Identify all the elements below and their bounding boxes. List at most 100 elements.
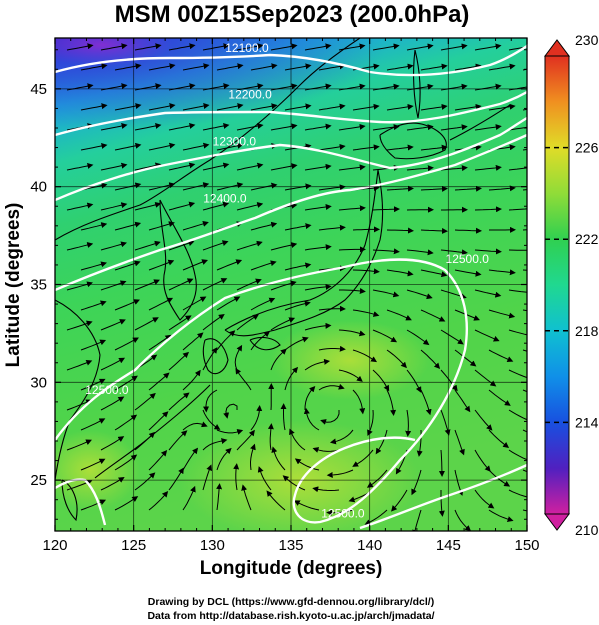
- contour-12100: [55, 45, 527, 77]
- streamline-segment: [168, 122, 196, 131]
- streamline-segment: [216, 259, 243, 271]
- contour-label: 12100.0: [225, 41, 269, 55]
- streamline-segment: [80, 142, 108, 151]
- streamline-segment: [474, 164, 502, 171]
- contour-label: 12500.0: [446, 252, 490, 266]
- streamline-segment: [66, 399, 93, 411]
- streamline-segment: [284, 63, 312, 71]
- streamline-segment: [114, 337, 139, 351]
- streamline-segment: [474, 289, 502, 298]
- streamline-segment: [168, 315, 192, 331]
- streamline-segment: [249, 443, 256, 471]
- streamline-segment: [440, 43, 468, 51]
- streamline-segment: [352, 449, 374, 467]
- streamline-segment: [114, 221, 142, 231]
- contour-label: 12400.0: [203, 191, 247, 205]
- colorbar-tick-label: 218: [575, 323, 599, 339]
- streamline-segment: [284, 336, 309, 351]
- streamline-segment: [420, 389, 432, 416]
- coastline-shikoku: [249, 336, 281, 351]
- x-tick-label: 130: [200, 537, 225, 554]
- streamline-segment: [148, 491, 169, 511]
- streamline-segment: [148, 142, 176, 151]
- streamline-segment: [352, 309, 380, 317]
- streamline-segment: [182, 182, 210, 191]
- streamline-segment: [488, 185, 516, 192]
- streamline-segment: [134, 43, 162, 51]
- streamline-segment: [236, 83, 264, 91]
- streamline-segment: [367, 409, 374, 437]
- contour-label: 12300.0: [213, 135, 257, 149]
- streamline-segment: [474, 248, 502, 255]
- streamline-segment: [236, 314, 259, 331]
- coastline-china: [55, 299, 101, 481]
- streamline-segment: [289, 428, 306, 451]
- streamline-segment: [168, 201, 196, 211]
- contour-12300: [55, 116, 527, 202]
- coastline-taiwan: [61, 479, 78, 522]
- streamline-segment: [168, 430, 188, 451]
- streamline-segment: [304, 163, 332, 171]
- colorbar-top-arrow: [544, 39, 570, 57]
- colorbar-ticks: 210 214 218 222 226 230: [545, 32, 599, 538]
- streamline-segment: [304, 43, 332, 51]
- streamline-segment: [66, 202, 94, 211]
- coastline-honshu: [224, 169, 384, 337]
- streamline-segment: [284, 366, 299, 391]
- streamline-segment: [386, 389, 397, 416]
- streamline-segment: [134, 392, 156, 411]
- warm-patch: [270, 320, 430, 400]
- streamline-segment: [216, 182, 244, 191]
- streamline-segment: [216, 63, 244, 71]
- streamline-segment: [406, 43, 434, 51]
- streamline-segment: [216, 429, 244, 435]
- coastline-sakhalin: [413, 49, 421, 119]
- streamline-segment: [270, 280, 297, 291]
- x-tick-label: 140: [357, 537, 382, 554]
- streamline-segment: [386, 269, 414, 277]
- streamline-segment: [508, 489, 527, 498]
- streamline-segment: [241, 484, 252, 511]
- streamline-segment: [416, 429, 423, 457]
- streamline-segment: [134, 83, 162, 91]
- streamline-segment: [352, 349, 378, 363]
- streamline-segment: [352, 268, 380, 275]
- streamline-segment: [508, 289, 527, 293]
- streamline-segment: [406, 289, 433, 300]
- streamline-segment: [338, 83, 366, 91]
- streamline-segment: [304, 203, 332, 211]
- streamline-segment: [182, 142, 210, 151]
- streamline-segment: [80, 418, 106, 431]
- colorbar-bottom-arrow: [544, 513, 570, 531]
- streamline-segment: [318, 224, 346, 231]
- streamline-segment: [168, 43, 196, 51]
- streamline-segment: [100, 357, 126, 371]
- streamline-segment: [148, 63, 176, 71]
- streamline-segment: [372, 369, 390, 392]
- streamline-segment: [80, 63, 108, 71]
- streamline-segment: [488, 269, 516, 276]
- streamline-segment: [508, 329, 527, 336]
- streamline-segment: [216, 103, 244, 111]
- streamline-segment: [454, 469, 464, 496]
- streamline-segment: [114, 142, 142, 151]
- streamline-segment: [474, 206, 502, 213]
- streamline-segment: [474, 83, 502, 91]
- streamline-segment: [440, 329, 464, 345]
- streamline-segment: [114, 414, 138, 431]
- streamline-segment: [203, 389, 218, 413]
- streamline-segment: [134, 472, 156, 491]
- streamline-segment: [182, 447, 199, 471]
- streamline-segment: [420, 103, 448, 111]
- contour-labels: 12100.0 12200.0 12300.0 12400.0 12500.0 12500…: [85, 41, 489, 521]
- streamline-segment: [202, 83, 230, 91]
- colorbar-tick-label: 222: [575, 231, 599, 247]
- streamline-segment: [372, 289, 400, 298]
- streamline-segment: [134, 122, 162, 131]
- streamline-segment: [216, 447, 232, 471]
- streamline-segment: [66, 43, 94, 51]
- streamline-segment: [406, 83, 434, 91]
- streamline-segment: [405, 409, 412, 437]
- streamline-segment: [420, 269, 448, 278]
